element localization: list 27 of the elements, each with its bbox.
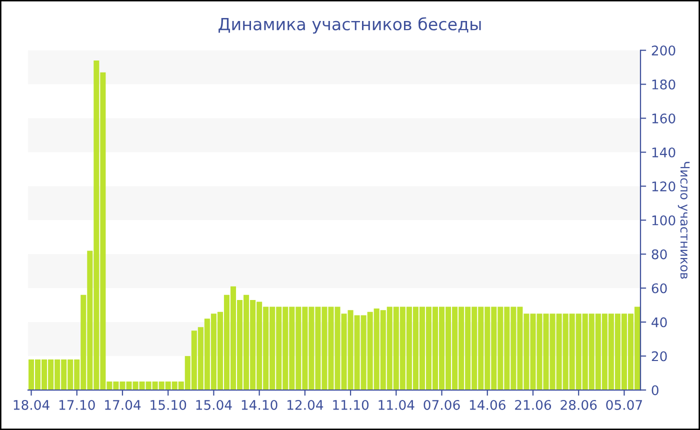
x-tick-label: 05.07 [606, 400, 642, 410]
y-tick-label: 100 [652, 215, 676, 226]
x-tick-label: 14.10 [242, 400, 278, 410]
x-tick-label: 17.04 [105, 400, 141, 410]
x-tick-label: 21.06 [515, 400, 552, 410]
x-tick-label: 07.06 [424, 400, 460, 410]
y-tick-label: 140 [652, 147, 676, 158]
x-tick-label: 15.04 [196, 400, 232, 410]
x-tick-label: 11.04 [378, 400, 414, 410]
y-tick-label: 200 [652, 46, 676, 56]
x-tick-label: 17.10 [59, 400, 95, 410]
x-tick-label: 28.06 [560, 400, 597, 410]
y-tick-label: 180 [652, 80, 676, 90]
x-tick-label: 12.04 [287, 400, 324, 410]
y-tick-label: 160 [652, 113, 676, 124]
y-tick-label: 120 [652, 181, 676, 192]
y-tick-label: 0 [652, 385, 658, 396]
x-tick-label: 14.06 [470, 400, 506, 410]
y-axis-title: Число участников [678, 162, 690, 279]
x-tick-label: 11.10 [333, 400, 369, 410]
y-tick-label: 40 [652, 317, 667, 328]
chart-title: Динамика участников беседы [218, 17, 481, 34]
y-tick-label: 60 [652, 283, 667, 294]
x-tick-label: 18.04 [14, 400, 50, 410]
y-tick-label: 20 [652, 351, 667, 362]
y-tick-label: 80 [652, 249, 667, 260]
x-tick-label: 15.10 [150, 400, 186, 410]
